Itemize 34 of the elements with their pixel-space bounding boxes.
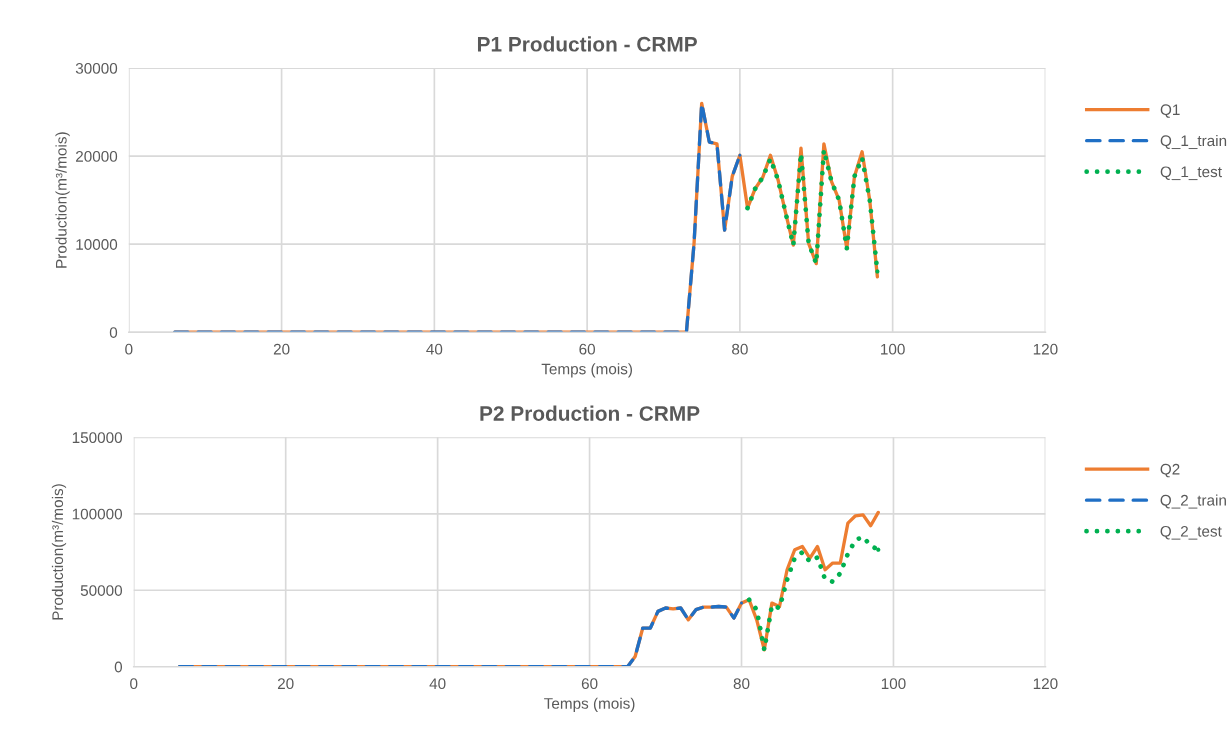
legend-label: Q2: [1160, 463, 1180, 478]
x-tick-label: 0: [130, 678, 138, 690]
x-tick-label: 120: [1033, 343, 1058, 355]
x-tick-label: 80: [733, 678, 750, 690]
y-tick-label: 150000: [72, 432, 123, 444]
x-tick-label: 80: [732, 343, 748, 355]
chart-title: P2 Production - CRMP: [480, 405, 700, 421]
x-tick-label: 20: [277, 678, 294, 690]
x-tick-label: 100: [881, 343, 905, 355]
chart-title: P1 Production - CRMP: [477, 36, 697, 52]
y-tick-label: 0: [109, 327, 118, 338]
y-tick-label: 50000: [80, 585, 123, 596]
x-tick-label: 100: [881, 678, 906, 690]
legend-label: Q1: [1160, 104, 1180, 118]
x-axis-title: Temps (mois): [544, 697, 635, 712]
x-tick-label: 40: [429, 678, 446, 690]
x-tick-label: 60: [581, 678, 598, 690]
legend-label: Q_1_test: [1160, 166, 1222, 181]
x-tick-label: 120: [1033, 678, 1058, 690]
y-axis-title: Production(m³/mois): [55, 132, 70, 268]
legend-label: Q_2_train: [1160, 494, 1226, 509]
y-tick-label: 0: [114, 661, 123, 673]
x-axis-title: Temps (mois): [541, 363, 633, 378]
x-tick-label: 40: [426, 343, 443, 355]
x-tick-label: 0: [125, 343, 133, 355]
y-tick-label: 20000: [76, 151, 118, 162]
x-tick-label: 60: [579, 343, 596, 355]
legend-label: Q_2_test: [1160, 525, 1222, 540]
y-axis-title: Production(m³/mois): [51, 484, 67, 620]
x-tick-label: 20: [273, 343, 290, 355]
y-tick-label: 100000: [72, 508, 123, 520]
y-tick-label: 10000: [76, 239, 118, 250]
legend-label: Q_1_train: [1160, 134, 1227, 150]
y-tick-label: 30000: [75, 62, 118, 74]
